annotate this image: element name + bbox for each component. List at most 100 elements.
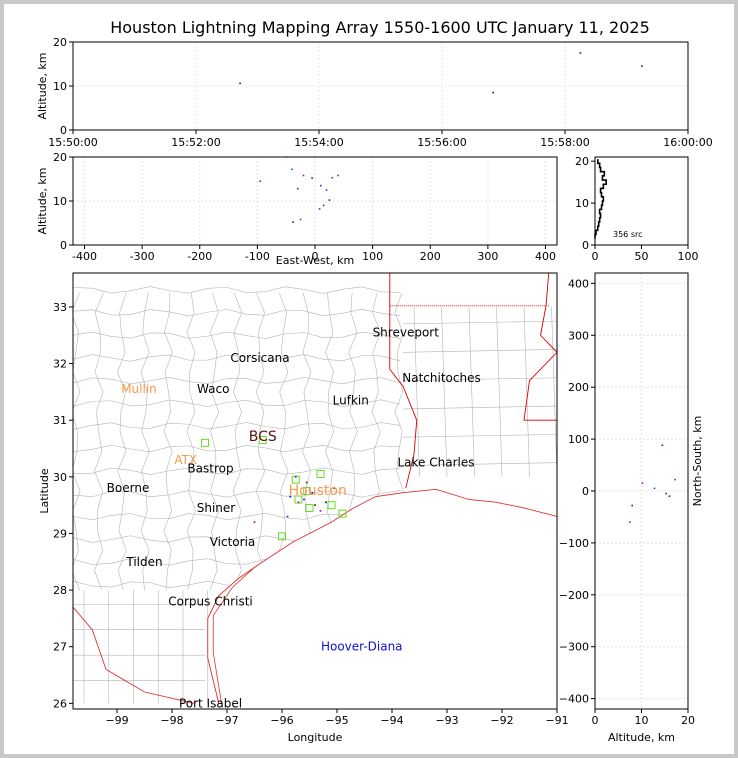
ew-altitude-panel: -400 -300 -200 -100 0 100 200 300 400 0 10 20 East-W… <box>36 151 558 267</box>
lma-station-marker <box>327 501 336 510</box>
time-altitude-panel: 15:50:00 15:52:00 15:54:00 15:56:00 15:58:00… <box>36 36 713 149</box>
x-tick-label: 100 <box>362 250 383 263</box>
parish-line <box>402 405 557 410</box>
y-tick-label: −200 <box>559 589 589 602</box>
source-point <box>331 176 334 179</box>
source-point <box>322 204 325 207</box>
x-tick-label: 15:50:00 <box>48 136 97 149</box>
state-borders <box>389 273 557 489</box>
figure-canvas: Houston Lightning Mapping Array 1550-160… <box>4 4 734 754</box>
county-line <box>73 354 401 362</box>
y-tick-label: 10 <box>53 80 67 93</box>
x-tick-label: 15:58:00 <box>540 136 589 149</box>
county-line <box>73 422 401 430</box>
y-tick-label: 0 <box>60 239 67 252</box>
source-point <box>297 501 300 504</box>
y-tick-label: 29 <box>53 527 67 540</box>
source-point <box>285 156 287 158</box>
y-tick-label: 32 <box>53 358 67 371</box>
y-tick-label: 20 <box>53 36 67 49</box>
y-axis-label: Altitude, km <box>36 167 49 234</box>
y-tick-label: 27 <box>53 641 67 654</box>
lma-station-marker <box>316 470 325 479</box>
source-point <box>333 487 336 490</box>
county-line <box>73 331 401 339</box>
map-axes <box>72 272 558 710</box>
source-point <box>674 478 676 481</box>
source-point <box>668 495 671 497</box>
source-point <box>328 199 331 201</box>
x-tick-label: 16:00:00 <box>663 136 712 149</box>
source-point <box>641 482 644 485</box>
x-tick-label: −91 <box>545 714 568 727</box>
city-label: Victoria <box>210 535 256 549</box>
source-point <box>579 52 582 54</box>
y-tick-label: 0 <box>582 239 589 252</box>
source-point <box>303 498 305 501</box>
x-tick-label: −94 <box>380 714 403 727</box>
x-tick-label: 100 <box>678 250 699 263</box>
x-tick-label: -200 <box>187 250 212 263</box>
time-altitude-axes <box>72 41 689 131</box>
city-label: Mullin <box>121 382 157 396</box>
county-line <box>279 292 289 591</box>
x-tick-label: -400 <box>72 250 97 263</box>
y-tick-label: −300 <box>559 641 589 654</box>
city-label: Corpus Christi <box>168 594 253 608</box>
city-label: Houston <box>289 483 347 499</box>
source-point <box>319 509 322 512</box>
parish-line <box>551 306 557 477</box>
y-tick-label: 20 <box>53 151 67 164</box>
altitude-ns-axes <box>594 272 689 710</box>
y-tick-label: 200 <box>568 381 589 394</box>
county-line <box>73 444 401 453</box>
y-axis-label: North-South, km <box>691 416 704 507</box>
county-line <box>73 399 401 407</box>
x-tick-label: 0 <box>592 714 599 727</box>
y-tick-label: 0 <box>582 485 589 498</box>
source-point <box>629 521 631 523</box>
county-line <box>73 490 401 498</box>
source-point <box>631 504 633 507</box>
x-tick-label: −97 <box>215 714 238 727</box>
lma-station-marker <box>302 487 311 495</box>
city-label: ATX <box>174 453 197 467</box>
x-tick-label: 200 <box>420 250 441 263</box>
source-point <box>291 168 293 171</box>
county-line <box>73 286 401 294</box>
y-tick-label: −100 <box>559 537 589 550</box>
x-tick-label: −99 <box>105 714 128 727</box>
x-tick-label: 400 <box>535 250 556 263</box>
y-tick-label: 30 <box>53 471 67 484</box>
city-label: Corsicana <box>230 351 289 365</box>
x-tick-label: −98 <box>160 714 183 727</box>
y-tick-label: 28 <box>53 584 67 597</box>
parish-line <box>402 349 557 353</box>
lma-station-marker <box>278 532 286 541</box>
x-tick-label: −95 <box>325 714 348 727</box>
source-point <box>311 491 314 494</box>
source-point <box>289 495 292 498</box>
y-tick-label: 26 <box>53 697 67 710</box>
lma-station-marker <box>258 436 267 445</box>
x-tick-label: 0 <box>592 250 599 263</box>
city-label: Lufkin <box>333 393 369 407</box>
lma-station-marker <box>338 509 347 518</box>
county-line <box>94 292 104 591</box>
source-point <box>292 221 294 223</box>
y-tick-label: 10 <box>53 195 67 208</box>
histogram-bars <box>594 159 607 239</box>
gulf-of-mexico <box>73 489 557 709</box>
source-count: 356 src <box>613 230 643 239</box>
source-point <box>318 208 321 210</box>
city-label: BCS <box>249 429 277 445</box>
parish-line <box>402 320 557 325</box>
y-tick-label: 100 <box>568 433 589 446</box>
y-tick-label: 400 <box>568 277 589 290</box>
barrier-island <box>212 567 255 704</box>
source-point <box>296 187 299 190</box>
altitude-histogram-panel: 0 50 100 0 10 20 356 src <box>575 155 699 263</box>
map-layer: Shreveport Corsicana Natchitoches Mullin Wac… <box>73 273 557 709</box>
county-line <box>232 292 243 591</box>
source-point <box>314 504 316 507</box>
